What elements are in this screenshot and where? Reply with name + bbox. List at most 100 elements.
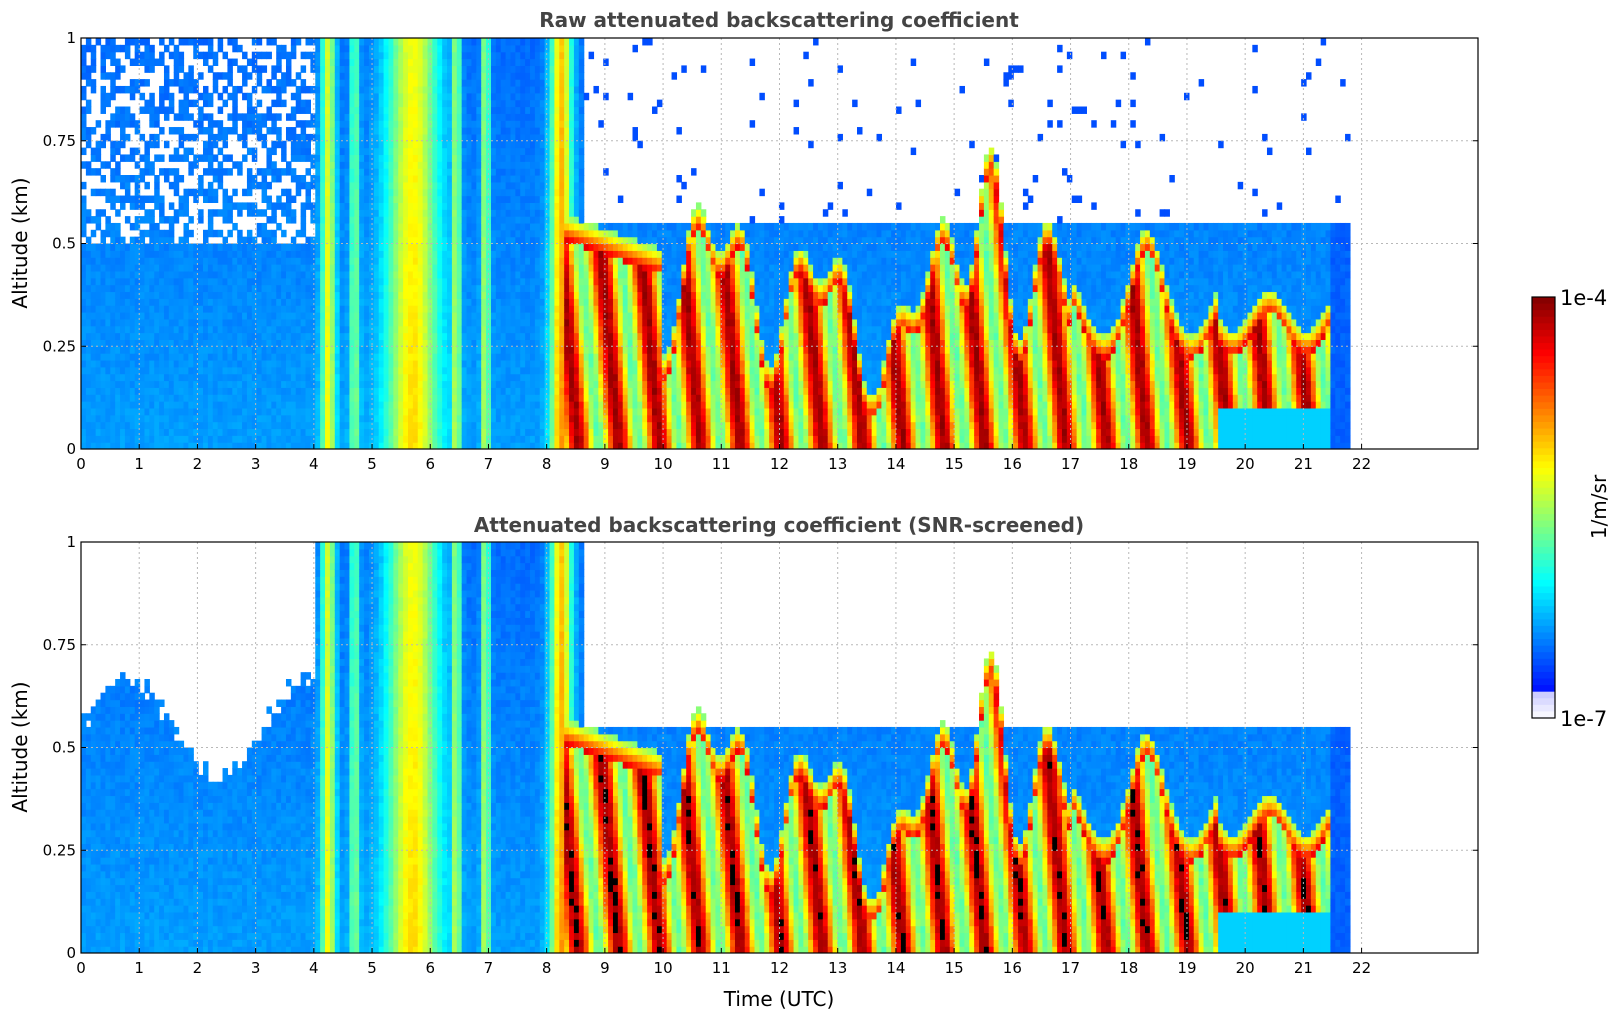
heatmap-cell (110, 188, 116, 197)
heatmap-cell (139, 366, 146, 375)
heatmap-cell (159, 202, 165, 210)
heatmap-cell (256, 346, 263, 354)
heatmap-cell (178, 99, 185, 108)
heatmap-cell (422, 120, 429, 128)
heatmap-cell (315, 222, 321, 231)
heatmap-cell (364, 284, 370, 293)
heatmap-cell (339, 257, 346, 265)
heatmap-cell (471, 318, 477, 327)
heatmap-cell (320, 209, 326, 217)
heatmap-cell (300, 147, 307, 156)
heatmap-cell (305, 312, 311, 320)
heatmap-cell (520, 421, 526, 430)
heatmap-cell (481, 195, 487, 203)
heatmap-cell (515, 318, 521, 327)
heatmap-cell (325, 270, 331, 279)
heatmap-cell (412, 85, 419, 94)
heatmap-cell (266, 79, 272, 87)
heatmap-cell (295, 346, 302, 354)
heatmap-cell (447, 127, 453, 135)
heatmap-cell (198, 401, 204, 409)
heatmap-cell (207, 270, 214, 279)
heatmap-cell (510, 291, 516, 299)
heatmap-cell (95, 168, 102, 176)
heatmap-cell (505, 65, 512, 73)
heatmap-cell (281, 147, 287, 156)
heatmap-cell (412, 428, 419, 436)
heatmap-cell (378, 106, 385, 114)
heatmap-cell (237, 421, 243, 430)
heatmap-cell (310, 312, 316, 320)
heatmap-cell (325, 380, 331, 388)
heatmap-cell (168, 229, 175, 238)
heatmap-cell (251, 387, 258, 395)
heatmap-cell (461, 147, 468, 156)
heatmap-cell (300, 209, 307, 217)
heatmap-cell (461, 407, 468, 416)
heatmap-cell (359, 147, 365, 156)
heatmap-cell (168, 51, 175, 60)
heatmap-cell (505, 140, 512, 149)
heatmap-cell (271, 298, 277, 306)
heatmap-cell (183, 250, 189, 258)
heatmap-cell (315, 140, 321, 149)
heatmap-cell (490, 380, 497, 388)
heatmap-cell (471, 421, 477, 430)
heatmap-cell (227, 305, 233, 313)
heatmap-cell (339, 99, 346, 108)
heatmap-cell (246, 346, 253, 354)
heatmap-cell (432, 175, 438, 183)
heatmap-cell (525, 127, 531, 135)
heatmap-cell (510, 387, 516, 395)
heatmap-cell (183, 236, 189, 245)
heatmap-cell (261, 387, 268, 395)
heatmap-cell (149, 250, 155, 258)
heatmap-cell (334, 175, 341, 183)
heatmap-cell (266, 38, 272, 46)
heatmap-cell (207, 38, 214, 46)
heatmap-cell (325, 92, 331, 101)
heatmap-cell (481, 175, 487, 183)
heatmap-cell (85, 257, 92, 265)
heatmap-cell (520, 147, 526, 156)
heatmap-cell (300, 359, 307, 368)
heatmap-cell (198, 264, 204, 272)
heatmap-cell (222, 216, 229, 224)
heatmap-cell (261, 257, 268, 265)
heatmap-cell (422, 346, 429, 354)
heatmap-cell (451, 359, 458, 368)
heatmap-cell (300, 380, 307, 388)
heatmap-cell (515, 92, 521, 101)
heatmap-cell (115, 387, 121, 395)
heatmap-cell (178, 298, 185, 306)
heatmap-cell (154, 332, 160, 340)
heatmap-cell (320, 277, 326, 286)
heatmap-cell (349, 147, 355, 156)
heatmap-cell (378, 229, 385, 238)
heatmap-cell (368, 106, 375, 114)
heatmap-cell (339, 318, 346, 327)
heatmap-cell (403, 346, 409, 354)
heatmap-cell (242, 120, 248, 128)
heatmap-cell (105, 188, 111, 197)
heatmap-cell (315, 407, 321, 416)
heatmap-cell (495, 428, 502, 436)
heatmap-cell (427, 387, 433, 395)
heatmap-cell (500, 202, 507, 210)
heatmap-cell (349, 414, 355, 423)
heatmap-cell (222, 195, 229, 203)
heatmap-cell (217, 339, 224, 347)
heatmap-cell (461, 298, 468, 306)
heatmap-cell (393, 72, 399, 80)
heatmap-cell (290, 332, 297, 340)
heatmap-cell (183, 442, 189, 449)
heatmap-cell (285, 127, 292, 135)
heatmap-cell (81, 243, 87, 251)
heatmap-cell (486, 51, 492, 60)
heatmap-cell (139, 250, 146, 258)
heatmap-cell (271, 243, 277, 251)
heatmap-cell (525, 65, 531, 73)
heatmap-cell (124, 359, 131, 368)
heatmap-cell (437, 79, 443, 87)
heatmap-cell (120, 65, 126, 73)
